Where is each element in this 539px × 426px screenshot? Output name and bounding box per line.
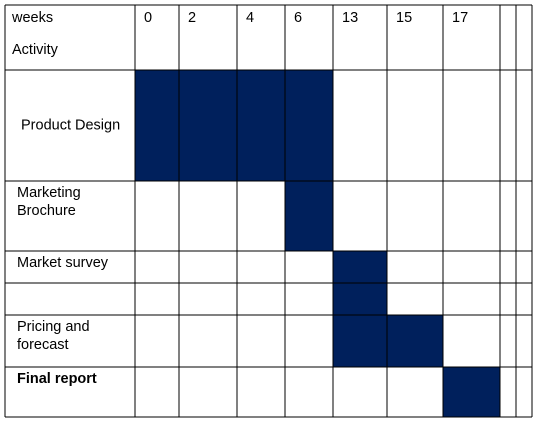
week-column-header: 2 — [188, 10, 196, 26]
gantt-bars — [135, 70, 500, 417]
activity-header-label: Activity — [12, 42, 59, 58]
gantt-bar-cell — [285, 181, 333, 251]
table-labels: weeks Activity 0 2 4 6 13 15 17 Product Design M… — [11, 10, 468, 387]
gantt-bar-cell — [333, 283, 387, 315]
activity-label: forecast — [17, 337, 69, 353]
gantt-bar-cell — [387, 315, 443, 367]
table-grid — [4, 4, 533, 418]
gantt-bar-cell — [333, 251, 387, 283]
gantt-bar-cell — [333, 315, 387, 367]
activity-label: Pricing and — [17, 319, 90, 335]
week-column-header: 6 — [294, 10, 302, 26]
activity-label: Brochure — [17, 203, 76, 219]
weeks-header-label: weeks — [11, 10, 53, 26]
gantt-bar-cell — [179, 70, 237, 181]
activity-label: Market survey — [17, 255, 109, 271]
gantt-bar-cell — [135, 70, 179, 181]
activity-label: Product Design — [21, 118, 120, 134]
week-column-header: 13 — [342, 10, 358, 26]
week-column-header: 4 — [246, 10, 254, 26]
gantt-bar-cell — [285, 70, 333, 181]
week-column-header: 17 — [452, 10, 468, 26]
activity-label: Marketing — [17, 185, 81, 201]
activity-label: Final report — [17, 371, 97, 387]
week-column-header: 0 — [144, 10, 152, 26]
week-column-header: 15 — [396, 10, 412, 26]
gantt-bar-cell — [237, 70, 285, 181]
gantt-bar-cell — [443, 367, 500, 417]
